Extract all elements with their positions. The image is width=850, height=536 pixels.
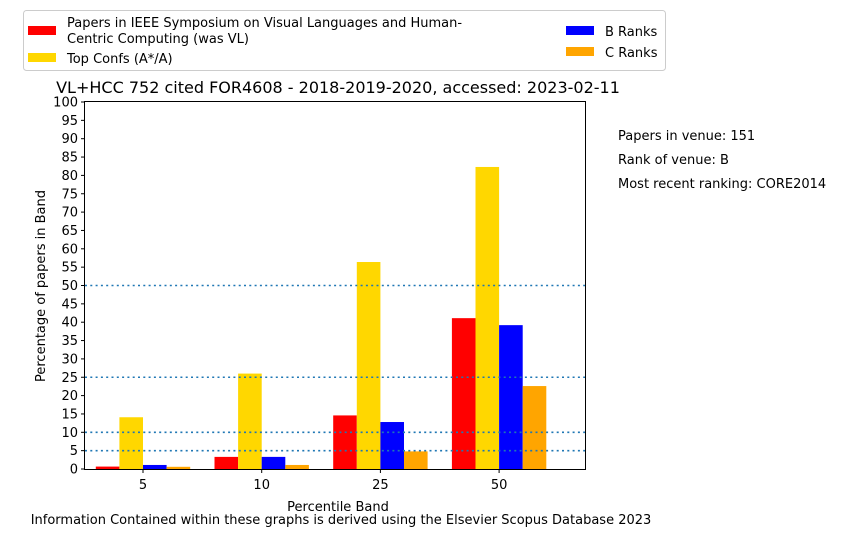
bar-top-10 xyxy=(238,373,262,469)
y-tick-label: 95 xyxy=(61,114,78,129)
bar-papers-50 xyxy=(451,318,476,469)
x-axis-label: Percentile Band xyxy=(287,500,389,515)
y-tick-label: 75 xyxy=(61,187,78,202)
y-tick-label: 70 xyxy=(61,206,78,221)
bar-top-50 xyxy=(475,166,500,469)
bar-b-50 xyxy=(499,325,523,469)
bar-c-5 xyxy=(166,466,191,469)
y-tick-label: 65 xyxy=(61,224,78,239)
y-tick-label: 0 xyxy=(70,463,78,478)
y-tick-label: 15 xyxy=(61,407,78,422)
bar-c-25 xyxy=(404,451,428,469)
y-tick-label: 40 xyxy=(61,316,78,331)
x-tick-label: 5 xyxy=(139,478,147,493)
bar-b-10 xyxy=(261,456,286,469)
bar-top-25 xyxy=(356,262,381,469)
legend-swatch-c xyxy=(566,47,594,56)
y-tick-label: 5 xyxy=(70,444,78,459)
y-tick-label: 60 xyxy=(61,242,78,257)
legend-label-venue-line1: Papers in IEEE Symposium on Visual Langu… xyxy=(67,16,462,31)
y-tick-label: 35 xyxy=(61,334,78,349)
y-tick-label: 50 xyxy=(61,279,78,294)
legend-swatch-b xyxy=(566,26,594,35)
chart-title: VL+HCC 752 cited FOR4608 - 2018-2019-202… xyxy=(56,78,620,97)
legend-label-venue-line2: Centric Computing (was VL) xyxy=(67,32,249,47)
y-tick-label: 25 xyxy=(61,371,78,386)
reference-lines xyxy=(85,284,585,452)
bar-top-5 xyxy=(119,417,143,469)
bar-b-5 xyxy=(143,464,167,469)
legend: Papers in IEEE Symposium on Visual Langu… xyxy=(23,10,666,71)
legend-label-c: C Ranks xyxy=(605,46,658,61)
y-tick-label: 85 xyxy=(61,151,78,166)
x-tick-label: 25 xyxy=(372,478,389,493)
bar-papers-5 xyxy=(95,466,120,469)
y-tick-label: 45 xyxy=(61,297,78,312)
x-tick-label: 50 xyxy=(491,478,508,493)
legend-label-b: B Ranks xyxy=(605,25,658,40)
y-tick-label: 80 xyxy=(61,169,78,184)
y-tick-label: 100 xyxy=(53,96,78,111)
y-tick-label: 20 xyxy=(61,389,78,404)
legend-swatch-top xyxy=(28,53,56,62)
bars xyxy=(95,166,547,469)
bar-papers-10 xyxy=(214,456,239,469)
annotation-papers: Papers in venue: 151 xyxy=(618,129,755,144)
y-tick-label: 90 xyxy=(61,132,78,147)
y-tick-label: 30 xyxy=(61,352,78,367)
legend-label-top: Top Confs (A*/A) xyxy=(66,52,173,67)
bar-papers-25 xyxy=(333,415,357,469)
legend-swatch-venue xyxy=(28,26,56,35)
legend-frame xyxy=(23,10,666,71)
annotation-recent: Most recent ranking: CORE2014 xyxy=(618,177,826,192)
annotation-rank: Rank of venue: B xyxy=(618,153,729,168)
y-axis-label: Percentage of papers in Band xyxy=(34,190,49,382)
bar-c-50 xyxy=(522,386,547,469)
y-axis: 0 5 10 15 20 25 30 35 40 45 50 55 60 65 70 75 80 85 90 95 10… xyxy=(53,96,85,478)
y-tick-label: 55 xyxy=(61,261,78,276)
bar-b-25 xyxy=(380,422,404,469)
footer-note: Information Contained within these graph… xyxy=(31,513,652,528)
y-tick-label: 10 xyxy=(61,426,78,441)
bar-c-10 xyxy=(285,464,309,469)
x-tick-label: 10 xyxy=(253,478,270,493)
x-axis: 5 10 25 50 xyxy=(139,469,508,493)
